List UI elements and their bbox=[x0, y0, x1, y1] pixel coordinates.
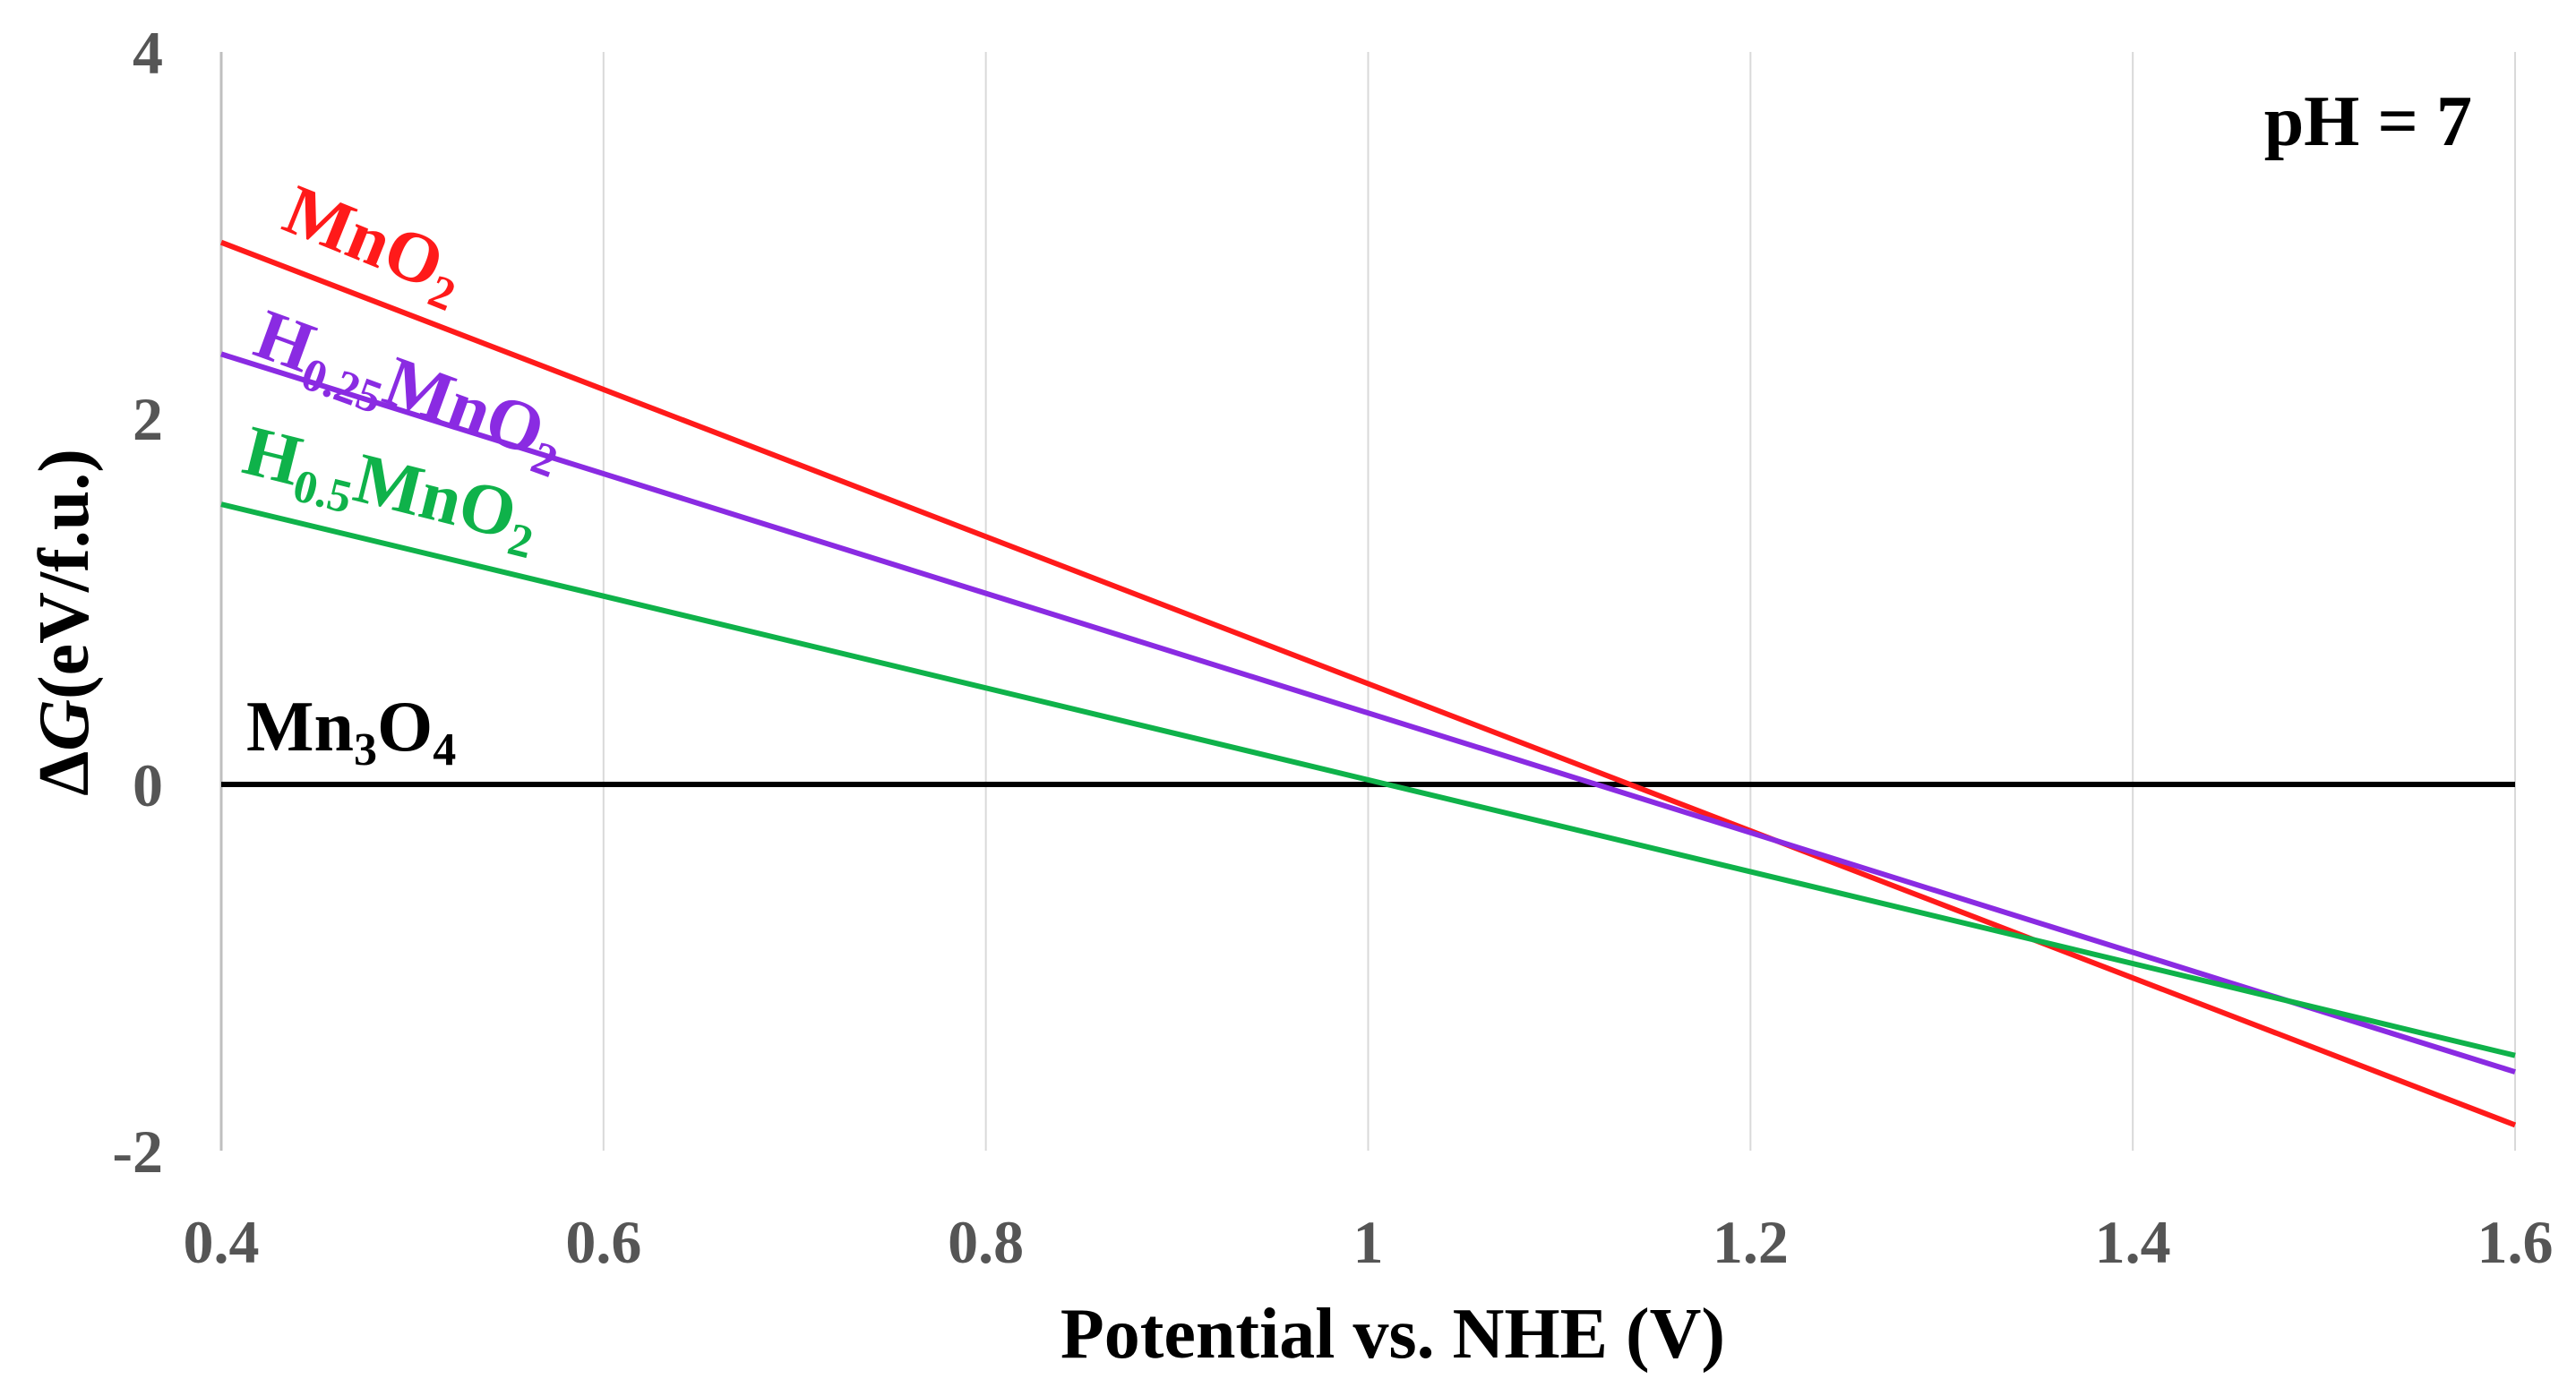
tick-labels: 0.4 0.6 0.8 1 1.2 1.4 1.6 -2 0 2 4 bbox=[112, 19, 2553, 1276]
y-axis-delta: Δ bbox=[25, 751, 104, 796]
y-axis-units: (eV/f.u.) bbox=[25, 449, 104, 699]
x-tick-label: 0.8 bbox=[948, 1208, 1024, 1276]
x-tick-label: 1.6 bbox=[2477, 1208, 2554, 1276]
y-tick-label: 2 bbox=[133, 385, 163, 453]
label-mn3o4: Mn3O4 bbox=[246, 688, 456, 775]
x-tick-label: 1.2 bbox=[1713, 1208, 1789, 1276]
x-axis-title: Potential vs. NHE (V) bbox=[1060, 1295, 1725, 1374]
pH-annotation: pH = 7 bbox=[2264, 82, 2472, 161]
grid-lines bbox=[602, 52, 2516, 1151]
y-tick-label: 0 bbox=[133, 751, 163, 819]
y-tick-label: -2 bbox=[112, 1118, 163, 1186]
y-axis-title: ΔG(eV/f.u.) bbox=[25, 449, 104, 796]
label-mn3o4-sub2: 4 bbox=[433, 724, 456, 775]
label-mn3o4-mid: O bbox=[377, 688, 433, 767]
label-mn3o4-main: Mn bbox=[246, 688, 354, 767]
y-tick-label: 4 bbox=[133, 19, 163, 87]
label-mno2-main: MnO bbox=[273, 170, 454, 304]
x-tick-label: 0.4 bbox=[184, 1208, 260, 1276]
x-tick-label: 1.4 bbox=[2095, 1208, 2171, 1276]
series-line-mno2 bbox=[219, 239, 2517, 1128]
x-tick-label: 0.6 bbox=[565, 1208, 641, 1276]
series-lines bbox=[219, 239, 2517, 1128]
label-mn3o4-sub1: 3 bbox=[354, 724, 377, 775]
series-line-h025mno2 bbox=[220, 351, 2516, 1075]
x-tick-label: 1 bbox=[1353, 1208, 1384, 1276]
series-line-h05mno2 bbox=[220, 501, 2516, 1058]
y-axis-g: G bbox=[25, 699, 104, 751]
